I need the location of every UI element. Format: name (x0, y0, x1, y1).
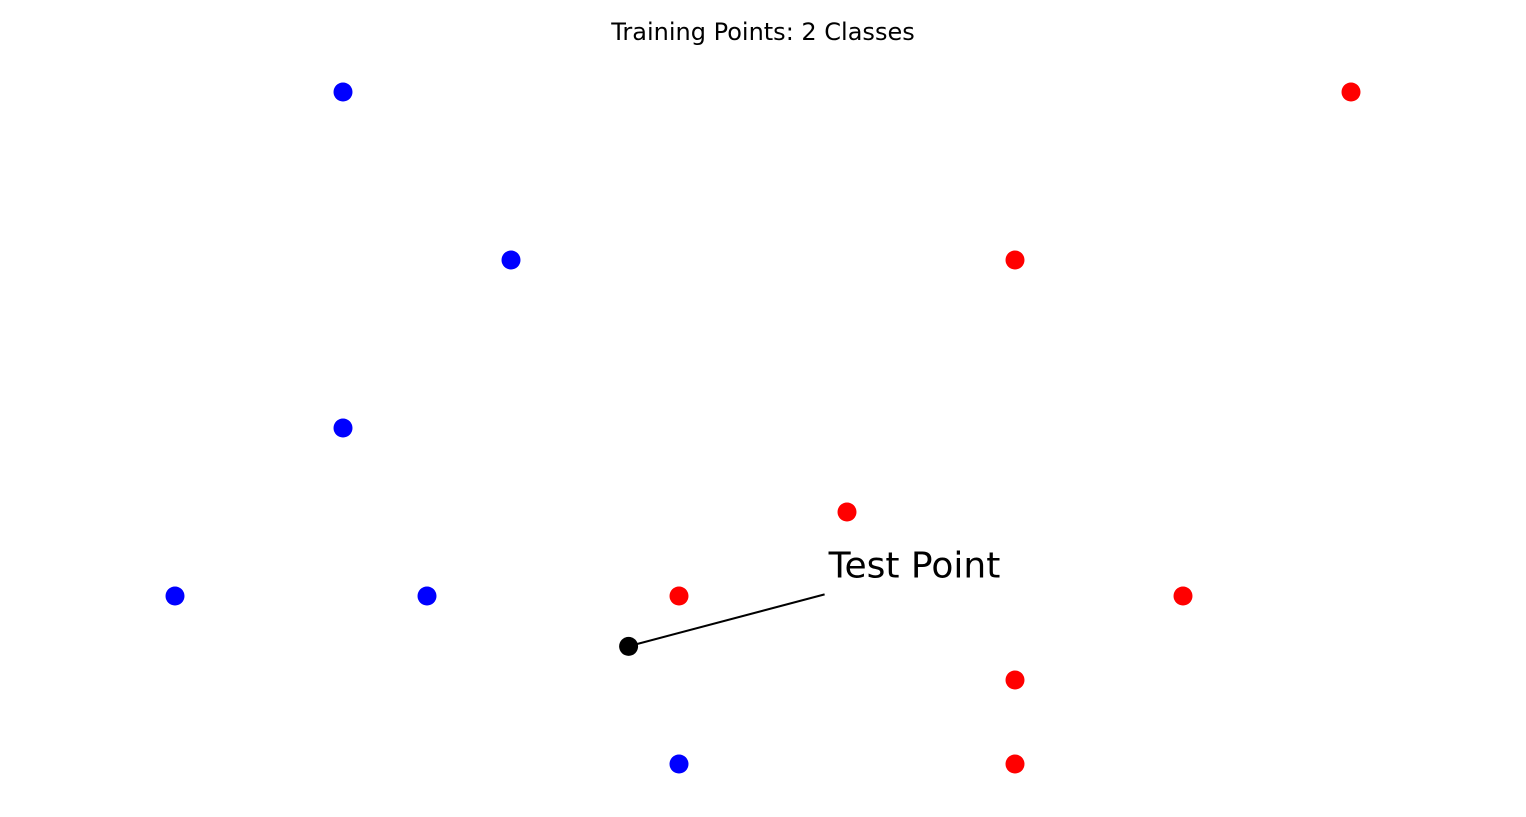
scatter-point (619, 636, 639, 656)
annotation-arrow (634, 593, 825, 645)
scatter-point (1341, 82, 1361, 102)
scatter-point (165, 586, 185, 606)
scatter-point (333, 82, 353, 102)
scatter-point (501, 250, 521, 270)
annotation-text: Test Point (828, 545, 1001, 586)
scatter-point (669, 586, 689, 606)
scatter-point (1005, 250, 1025, 270)
scatter-point (417, 586, 437, 606)
scatter-point (669, 754, 689, 774)
scatter-point (1005, 670, 1025, 690)
scatter-point (837, 502, 857, 522)
scatter-point (333, 418, 353, 438)
scatter-point (1005, 754, 1025, 774)
chart-title: Training Points: 2 Classes (610, 18, 914, 46)
scatter-point (1173, 586, 1193, 606)
